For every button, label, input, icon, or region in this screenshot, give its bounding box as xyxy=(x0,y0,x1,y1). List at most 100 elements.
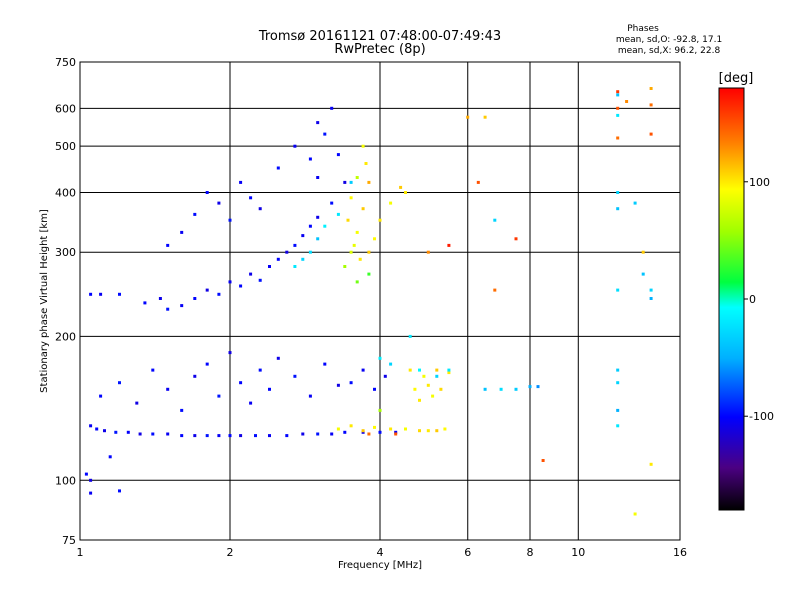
data-point xyxy=(276,356,280,360)
data-point xyxy=(514,387,518,391)
data-point xyxy=(301,432,305,436)
data-point xyxy=(418,398,421,402)
data-point xyxy=(367,272,371,276)
y-tick-label: 500 xyxy=(55,140,76,153)
data-point xyxy=(435,368,439,372)
data-point xyxy=(625,100,629,103)
data-point xyxy=(336,383,340,387)
data-point xyxy=(228,218,232,222)
data-point xyxy=(276,257,280,261)
data-point xyxy=(336,153,340,157)
data-point xyxy=(476,180,480,184)
data-point xyxy=(95,427,99,431)
chart-subtitle: RwPretec (8p) xyxy=(334,42,425,57)
colorbar: [deg] 100 0 -100 xyxy=(718,71,774,511)
x-tick-label: 4 xyxy=(377,546,384,559)
data-point xyxy=(408,334,412,338)
data-point xyxy=(394,432,398,436)
data-point xyxy=(180,434,184,438)
data-point xyxy=(641,250,645,254)
data-point xyxy=(323,362,327,366)
data-point xyxy=(193,374,197,378)
x-tick-label: 16 xyxy=(673,546,687,559)
data-point xyxy=(373,425,376,429)
data-point xyxy=(205,362,209,366)
data-point xyxy=(443,427,447,431)
data-point xyxy=(394,430,398,434)
data-point xyxy=(239,434,243,438)
data-point xyxy=(616,207,620,211)
data-point xyxy=(408,368,412,372)
colorbar-label: [deg] xyxy=(719,71,754,86)
data-point xyxy=(389,362,393,366)
colorbar-tick-label: -100 xyxy=(749,410,774,423)
colorbar-tick-label: 0 xyxy=(749,293,756,306)
data-point xyxy=(228,280,232,284)
data-point xyxy=(268,387,271,391)
data-point xyxy=(308,250,312,254)
data-point xyxy=(435,374,439,378)
data-point xyxy=(166,307,170,311)
data-point xyxy=(301,234,305,238)
data-point xyxy=(301,257,305,261)
plot-area: 1 2 4 6 8 10 16 75 100 200 300 400 500 600 750 xyxy=(55,56,687,559)
data-point xyxy=(418,368,421,372)
y-axis-ticks: 75 100 200 300 400 500 600 750 xyxy=(55,56,76,547)
colorbar-tick-label: 100 xyxy=(749,176,770,189)
data-point xyxy=(466,115,470,119)
data-point xyxy=(268,434,271,438)
data-point xyxy=(616,408,620,412)
colorbar-gradient xyxy=(718,87,745,511)
data-point xyxy=(633,512,637,516)
data-point xyxy=(323,132,327,136)
data-point xyxy=(217,434,221,438)
y-tick-label: 750 xyxy=(55,56,76,69)
data-point xyxy=(355,230,359,234)
data-point xyxy=(493,218,497,222)
data-point xyxy=(254,434,257,438)
data-point xyxy=(514,237,518,241)
data-point xyxy=(205,434,209,438)
y-tick-label: 600 xyxy=(55,102,76,115)
data-point xyxy=(118,292,121,296)
data-point xyxy=(378,430,382,434)
data-point xyxy=(426,250,430,254)
data-point xyxy=(193,434,197,438)
data-point xyxy=(483,387,487,391)
data-point xyxy=(616,288,620,292)
y-tick-label: 400 xyxy=(55,186,76,199)
data-point xyxy=(217,394,221,398)
data-point xyxy=(193,297,197,300)
data-point xyxy=(649,103,653,107)
data-point xyxy=(349,196,353,200)
data-point xyxy=(258,207,262,211)
data-point xyxy=(616,113,620,117)
data-point xyxy=(616,424,620,428)
data-point xyxy=(499,387,503,391)
data-point xyxy=(373,237,376,241)
data-point xyxy=(316,237,320,241)
data-point xyxy=(323,224,327,228)
grid-lines xyxy=(80,62,680,540)
data-point xyxy=(364,162,368,165)
data-point xyxy=(217,201,221,205)
data-point xyxy=(358,257,362,261)
data-point xyxy=(404,191,407,194)
data-point xyxy=(285,434,289,438)
stats-o-mode: mean, sd,O: -92.8, 17.1 xyxy=(616,35,722,45)
data-point xyxy=(249,272,253,276)
data-point xyxy=(330,432,334,436)
data-point xyxy=(343,430,347,434)
data-point xyxy=(330,106,334,110)
data-point xyxy=(422,374,426,378)
data-point xyxy=(114,430,118,434)
data-point xyxy=(349,381,353,385)
data-point xyxy=(293,265,297,268)
data-point xyxy=(426,429,430,433)
data-point xyxy=(193,212,197,216)
data-point xyxy=(316,176,320,179)
data-point xyxy=(343,180,347,184)
data-point xyxy=(418,429,421,433)
data-point xyxy=(389,201,393,205)
data-point xyxy=(249,401,253,405)
